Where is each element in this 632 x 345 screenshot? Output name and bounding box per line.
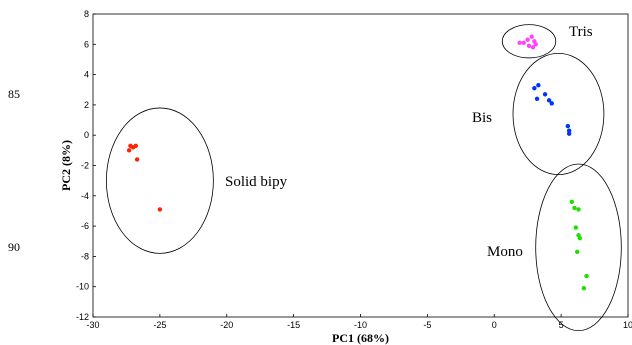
plot-area: Tris Bis Solid bipy Mono — [92, 13, 629, 332]
tris-cluster-ellipse — [501, 24, 557, 59]
y-axis: -12 -10 -8 -6 -4 -2 0 2 4 6 8 — [76, 9, 96, 322]
x-tick-label: 5 — [559, 320, 564, 330]
y-tick-label: -8 — [81, 251, 89, 261]
line-number-90: 90 — [8, 240, 20, 254]
mono-point — [577, 236, 583, 241]
y-axis-label: PC2 (8%) — [59, 140, 73, 191]
bis-point — [566, 128, 572, 133]
tris-point — [530, 45, 536, 50]
mono-point — [574, 249, 580, 255]
x-tick-label: -5 — [423, 320, 431, 330]
solid-bipy-cluster-ellipse — [105, 107, 214, 254]
bis-point — [566, 131, 572, 136]
solid-bipy-point — [134, 157, 140, 162]
solid-bipy-point — [133, 143, 138, 149]
mono-point — [576, 207, 581, 212]
tris-point — [517, 40, 522, 45]
bis-point — [532, 86, 537, 91]
solid-bipy-point — [126, 148, 132, 153]
y-tick-label: -6 — [81, 221, 89, 231]
mono-cluster-ellipse — [535, 163, 622, 332]
y-tick-label: 2 — [84, 100, 89, 110]
tris-point — [521, 40, 526, 45]
x-tick-label: -25 — [153, 320, 166, 330]
y-tick-label: 0 — [84, 130, 89, 140]
bis-point — [565, 123, 571, 129]
x-tick-label: 0 — [492, 320, 497, 330]
bis-cluster-ellipse — [512, 52, 605, 175]
bis-point — [534, 96, 540, 102]
cluster-ellipses — [105, 24, 622, 332]
mono-point — [584, 273, 589, 279]
x-axis: -30 -25 -20 -15 -10 -5 0 5 10 — [86, 314, 632, 330]
bis-point — [542, 92, 548, 97]
y-tick-label: -2 — [81, 161, 89, 171]
y-tick-label: -10 — [76, 282, 89, 292]
y-tick-label: -4 — [81, 191, 89, 201]
bis-label: Bis — [472, 110, 492, 126]
x-tick-label: -30 — [86, 320, 99, 330]
mono-point — [581, 286, 587, 291]
y-tick-label: 6 — [84, 39, 89, 49]
solid-bipy-label: Solid bipy — [225, 174, 288, 190]
bis-point — [546, 98, 552, 103]
mono-point — [572, 205, 577, 211]
line-numbers: 85 90 — [8, 87, 20, 254]
data-points — [126, 34, 589, 291]
y-tick-label: 8 — [84, 9, 89, 19]
x-tick-label: 10 — [623, 320, 632, 330]
x-tick-label: -20 — [220, 320, 233, 330]
y-tick-label: 4 — [84, 70, 89, 80]
plot-frame — [92, 13, 629, 318]
x-axis-label: PC1 (68%) — [332, 331, 389, 345]
tris-point — [529, 34, 534, 39]
tris-point — [526, 43, 532, 49]
bis-point — [549, 101, 554, 106]
mono-point — [573, 225, 579, 230]
x-tick-label: -15 — [287, 320, 300, 330]
cluster-labels: Tris Bis Solid bipy Mono — [225, 24, 593, 260]
mono-label: Mono — [487, 244, 523, 260]
solid-bipy-point — [157, 207, 163, 212]
tris-point — [525, 37, 530, 42]
x-tick-label: -10 — [354, 320, 367, 330]
line-number-85: 85 — [8, 87, 20, 101]
mono-point — [569, 199, 575, 205]
bis-point — [536, 83, 541, 88]
tris-label: Tris — [569, 24, 593, 40]
tris-point — [533, 42, 538, 47]
y-tick-label: -12 — [76, 312, 89, 322]
